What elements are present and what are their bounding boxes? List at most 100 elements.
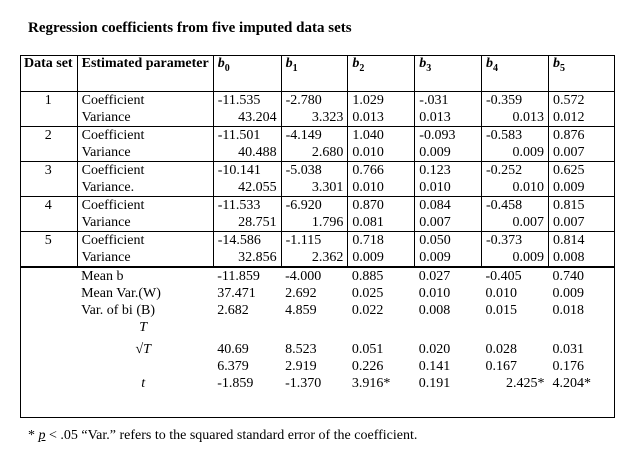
parameter-label: Coefficient xyxy=(76,196,214,214)
variance-cell: 0.010 xyxy=(481,179,549,197)
summary-cell: 0.015 xyxy=(485,303,518,318)
variance-cell: 43.204 xyxy=(212,109,282,127)
summary-cell: 2.425* xyxy=(505,376,545,391)
table-row: 3 Coefficient -10.141 -5.038 0.766 0.123 -0.25… xyxy=(20,161,615,179)
variance-cell: 3.301 xyxy=(280,179,348,197)
variance-cell: 2.362 xyxy=(280,249,348,268)
summary-cell: 0.028 xyxy=(485,342,518,357)
summary-cell: 40.69 xyxy=(217,342,249,357)
summary-cell: 2.692 xyxy=(285,286,317,301)
data-set-number: 2 xyxy=(44,128,52,143)
parameter-label: Variance. xyxy=(76,179,214,197)
summary-cell: 0.167 xyxy=(485,359,518,374)
variance-cell: 28.751 xyxy=(212,214,282,232)
variance-cell: 0.012 xyxy=(547,109,615,127)
coefficient-cell: 1.040 xyxy=(347,126,415,144)
variance-cell: 0.007 xyxy=(547,214,615,232)
coefficient-cell: -.031 xyxy=(414,91,482,109)
table-row: Variance 40.488 2.680 0.010 0.009 0.009 0.007 xyxy=(20,144,615,162)
header-b2: b2 xyxy=(347,55,415,92)
variance-cell: 0.010 xyxy=(347,144,415,162)
table-row: 4 Coefficient -11.533 -6.920 0.870 0.084 -0.45… xyxy=(20,196,615,214)
summary-row: Mean Var.(W) 37.471 2.692 0.025 0.010 0.010 0.… xyxy=(20,285,615,302)
variance-cell: 0.008 xyxy=(547,249,615,268)
coefficient-cell: 0.123 xyxy=(414,161,482,179)
coefficient-cell: -1.115 xyxy=(280,231,348,249)
table-row: Variance 32.856 2.362 0.009 0.009 0.009 0.008 xyxy=(20,249,615,268)
footnote-star: * xyxy=(28,428,35,443)
coefficient-cell: -0.252 xyxy=(481,161,549,179)
summary-label: Var. of bi (B) xyxy=(81,303,155,318)
summary-cell: 0.010 xyxy=(485,286,518,301)
parameter-label: Variance xyxy=(76,144,214,162)
table-row: 5 Coefficient -14.586 -1.115 0.718 0.050 -0.37… xyxy=(20,231,615,249)
header-data-set: Data set xyxy=(20,55,78,92)
header-row: Data set Estimated parameter b0 b1 b2 b3… xyxy=(20,55,615,92)
coefficient-cell: 0.084 xyxy=(414,196,482,214)
coefficient-cell: -11.501 xyxy=(212,126,282,144)
coefficient-cell: 0.766 xyxy=(347,161,415,179)
summary-cell: 0.025 xyxy=(351,286,384,301)
coefficient-cell: -4.149 xyxy=(280,126,348,144)
variance-cell: 0.009 xyxy=(481,249,549,268)
summary-cell: 0.008 xyxy=(418,303,451,318)
summary-cell xyxy=(548,319,615,341)
summary-row: √T 40.69 8.523 0.051 0.020 0.028 0.031 xyxy=(20,341,615,358)
table-row: 1 Coefficient -11.535 -2.780 1.029 -.031 -0.35… xyxy=(20,91,615,109)
header-b4: b4 xyxy=(481,55,549,92)
coefficient-cell: -11.533 xyxy=(212,196,282,214)
empty-cell xyxy=(20,214,78,232)
summary-cell: 0.031 xyxy=(552,342,584,357)
variance-cell: 2.680 xyxy=(280,144,348,162)
variance-cell: 42.055 xyxy=(212,179,282,197)
summary-cell: -4.000 xyxy=(281,266,348,285)
summary-cell: 0.051 xyxy=(351,342,384,357)
coefficient-cell: -0.583 xyxy=(481,126,549,144)
summary-cell xyxy=(415,319,482,341)
summary-row: 6.379 2.919 0.226 0.141 0.167 0.176 xyxy=(20,358,615,375)
coefficient-cell: 1.029 xyxy=(347,91,415,109)
summary-cell: 6.379 xyxy=(217,359,249,374)
parameter-label: Variance xyxy=(76,214,214,232)
variance-cell: 0.081 xyxy=(347,214,415,232)
coefficient-cell: 0.814 xyxy=(547,231,615,249)
summary-cell xyxy=(482,319,549,341)
summary-cell: 2.919 xyxy=(285,359,317,374)
empty-cell xyxy=(20,358,77,375)
variance-cell: 0.007 xyxy=(481,214,549,232)
table-row: Variance 28.751 1.796 0.081 0.007 0.007 0.007 xyxy=(20,214,615,232)
header-parameter: Estimated parameter xyxy=(76,55,214,92)
data-set-number: 5 xyxy=(44,233,52,248)
table-row: Variance. 42.055 3.301 0.010 0.010 0.010 0.009 xyxy=(20,179,615,197)
summary-row: T xyxy=(20,319,615,341)
coefficient-cell: -10.141 xyxy=(212,161,282,179)
summary-label: t xyxy=(141,376,146,391)
coefficient-cell: -5.038 xyxy=(280,161,348,179)
data-set-number: 1 xyxy=(44,93,52,108)
parameter-label: Variance xyxy=(76,249,214,268)
variance-cell: 1.796 xyxy=(280,214,348,232)
variance-cell: 0.009 xyxy=(547,179,615,197)
coefficient-cell: -0.093 xyxy=(414,126,482,144)
variance-cell: 0.009 xyxy=(414,144,482,162)
variance-cell: 32.856 xyxy=(212,249,282,268)
empty-cell xyxy=(20,179,78,197)
table-row: Variance 43.204 3.323 0.013 0.013 0.013 0.012 xyxy=(20,109,615,127)
coefficient-cell: -0.458 xyxy=(481,196,549,214)
empty-cell xyxy=(20,249,78,268)
footnote-p: p xyxy=(38,428,46,443)
summary-cell: 0.176 xyxy=(552,359,584,374)
coefficient-cell: -0.373 xyxy=(481,231,549,249)
empty-cell xyxy=(20,266,78,285)
empty-cell xyxy=(20,109,78,127)
summary-cell xyxy=(348,319,415,341)
coefficient-cell: 0.718 xyxy=(347,231,415,249)
summary-cell: 8.523 xyxy=(285,342,317,357)
summary-row: t -1.859 -1.370 3.916* 0.191 2.425* 4.204* xyxy=(20,375,615,392)
coefficient-cell: -11.535 xyxy=(212,91,282,109)
summary-row: Var. of bi (B) 2.682 4.859 0.022 0.008 0.015 0… xyxy=(20,302,615,319)
variance-cell: 0.009 xyxy=(414,249,482,268)
summary-cell: 0.009 xyxy=(552,286,584,301)
summary-cell: 0.141 xyxy=(418,359,451,374)
header-b1: b1 xyxy=(280,55,348,92)
